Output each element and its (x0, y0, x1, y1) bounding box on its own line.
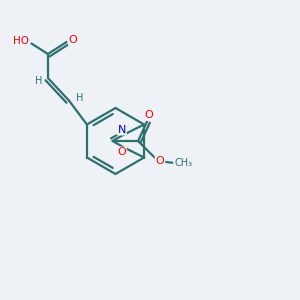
Text: O: O (117, 147, 126, 158)
Text: O: O (156, 156, 164, 166)
Text: HO: HO (13, 36, 29, 46)
Text: N: N (117, 124, 126, 135)
Text: H: H (76, 92, 83, 103)
Text: CH₃: CH₃ (174, 158, 192, 168)
Text: H: H (34, 76, 42, 86)
Text: O: O (144, 110, 153, 120)
Text: O: O (69, 34, 77, 45)
